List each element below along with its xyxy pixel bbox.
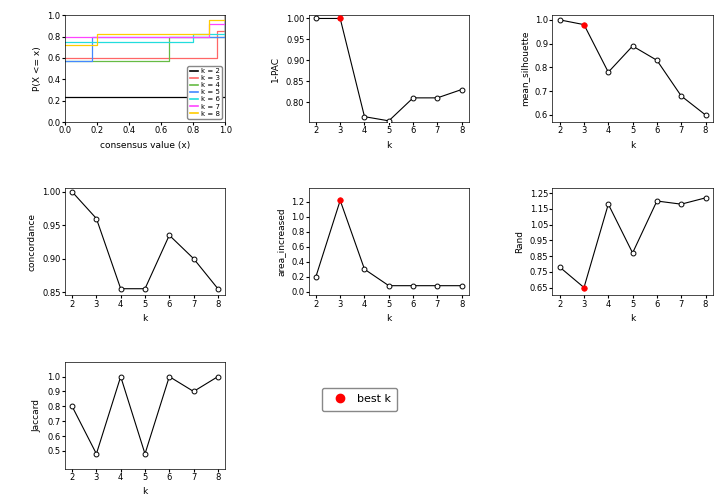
X-axis label: k: k <box>386 141 392 150</box>
X-axis label: k: k <box>143 314 148 323</box>
Y-axis label: Rand: Rand <box>516 230 524 254</box>
Y-axis label: Jaccard: Jaccard <box>33 399 42 432</box>
X-axis label: k: k <box>143 487 148 496</box>
X-axis label: consensus value (x): consensus value (x) <box>100 141 190 150</box>
Legend: best k: best k <box>322 388 397 411</box>
X-axis label: k: k <box>630 314 635 323</box>
Y-axis label: area_increased: area_increased <box>276 208 286 276</box>
X-axis label: k: k <box>386 314 392 323</box>
Y-axis label: mean_silhouette: mean_silhouette <box>521 31 529 106</box>
Legend: k = 2, k = 3, k = 4, k = 5, k = 6, k = 7, k = 8: k = 2, k = 3, k = 4, k = 5, k = 6, k = 7… <box>187 66 222 118</box>
Y-axis label: concordance: concordance <box>27 213 37 271</box>
X-axis label: k: k <box>630 141 635 150</box>
Y-axis label: 1-PAC: 1-PAC <box>271 55 280 82</box>
Y-axis label: P(X <= x): P(X <= x) <box>33 46 42 91</box>
